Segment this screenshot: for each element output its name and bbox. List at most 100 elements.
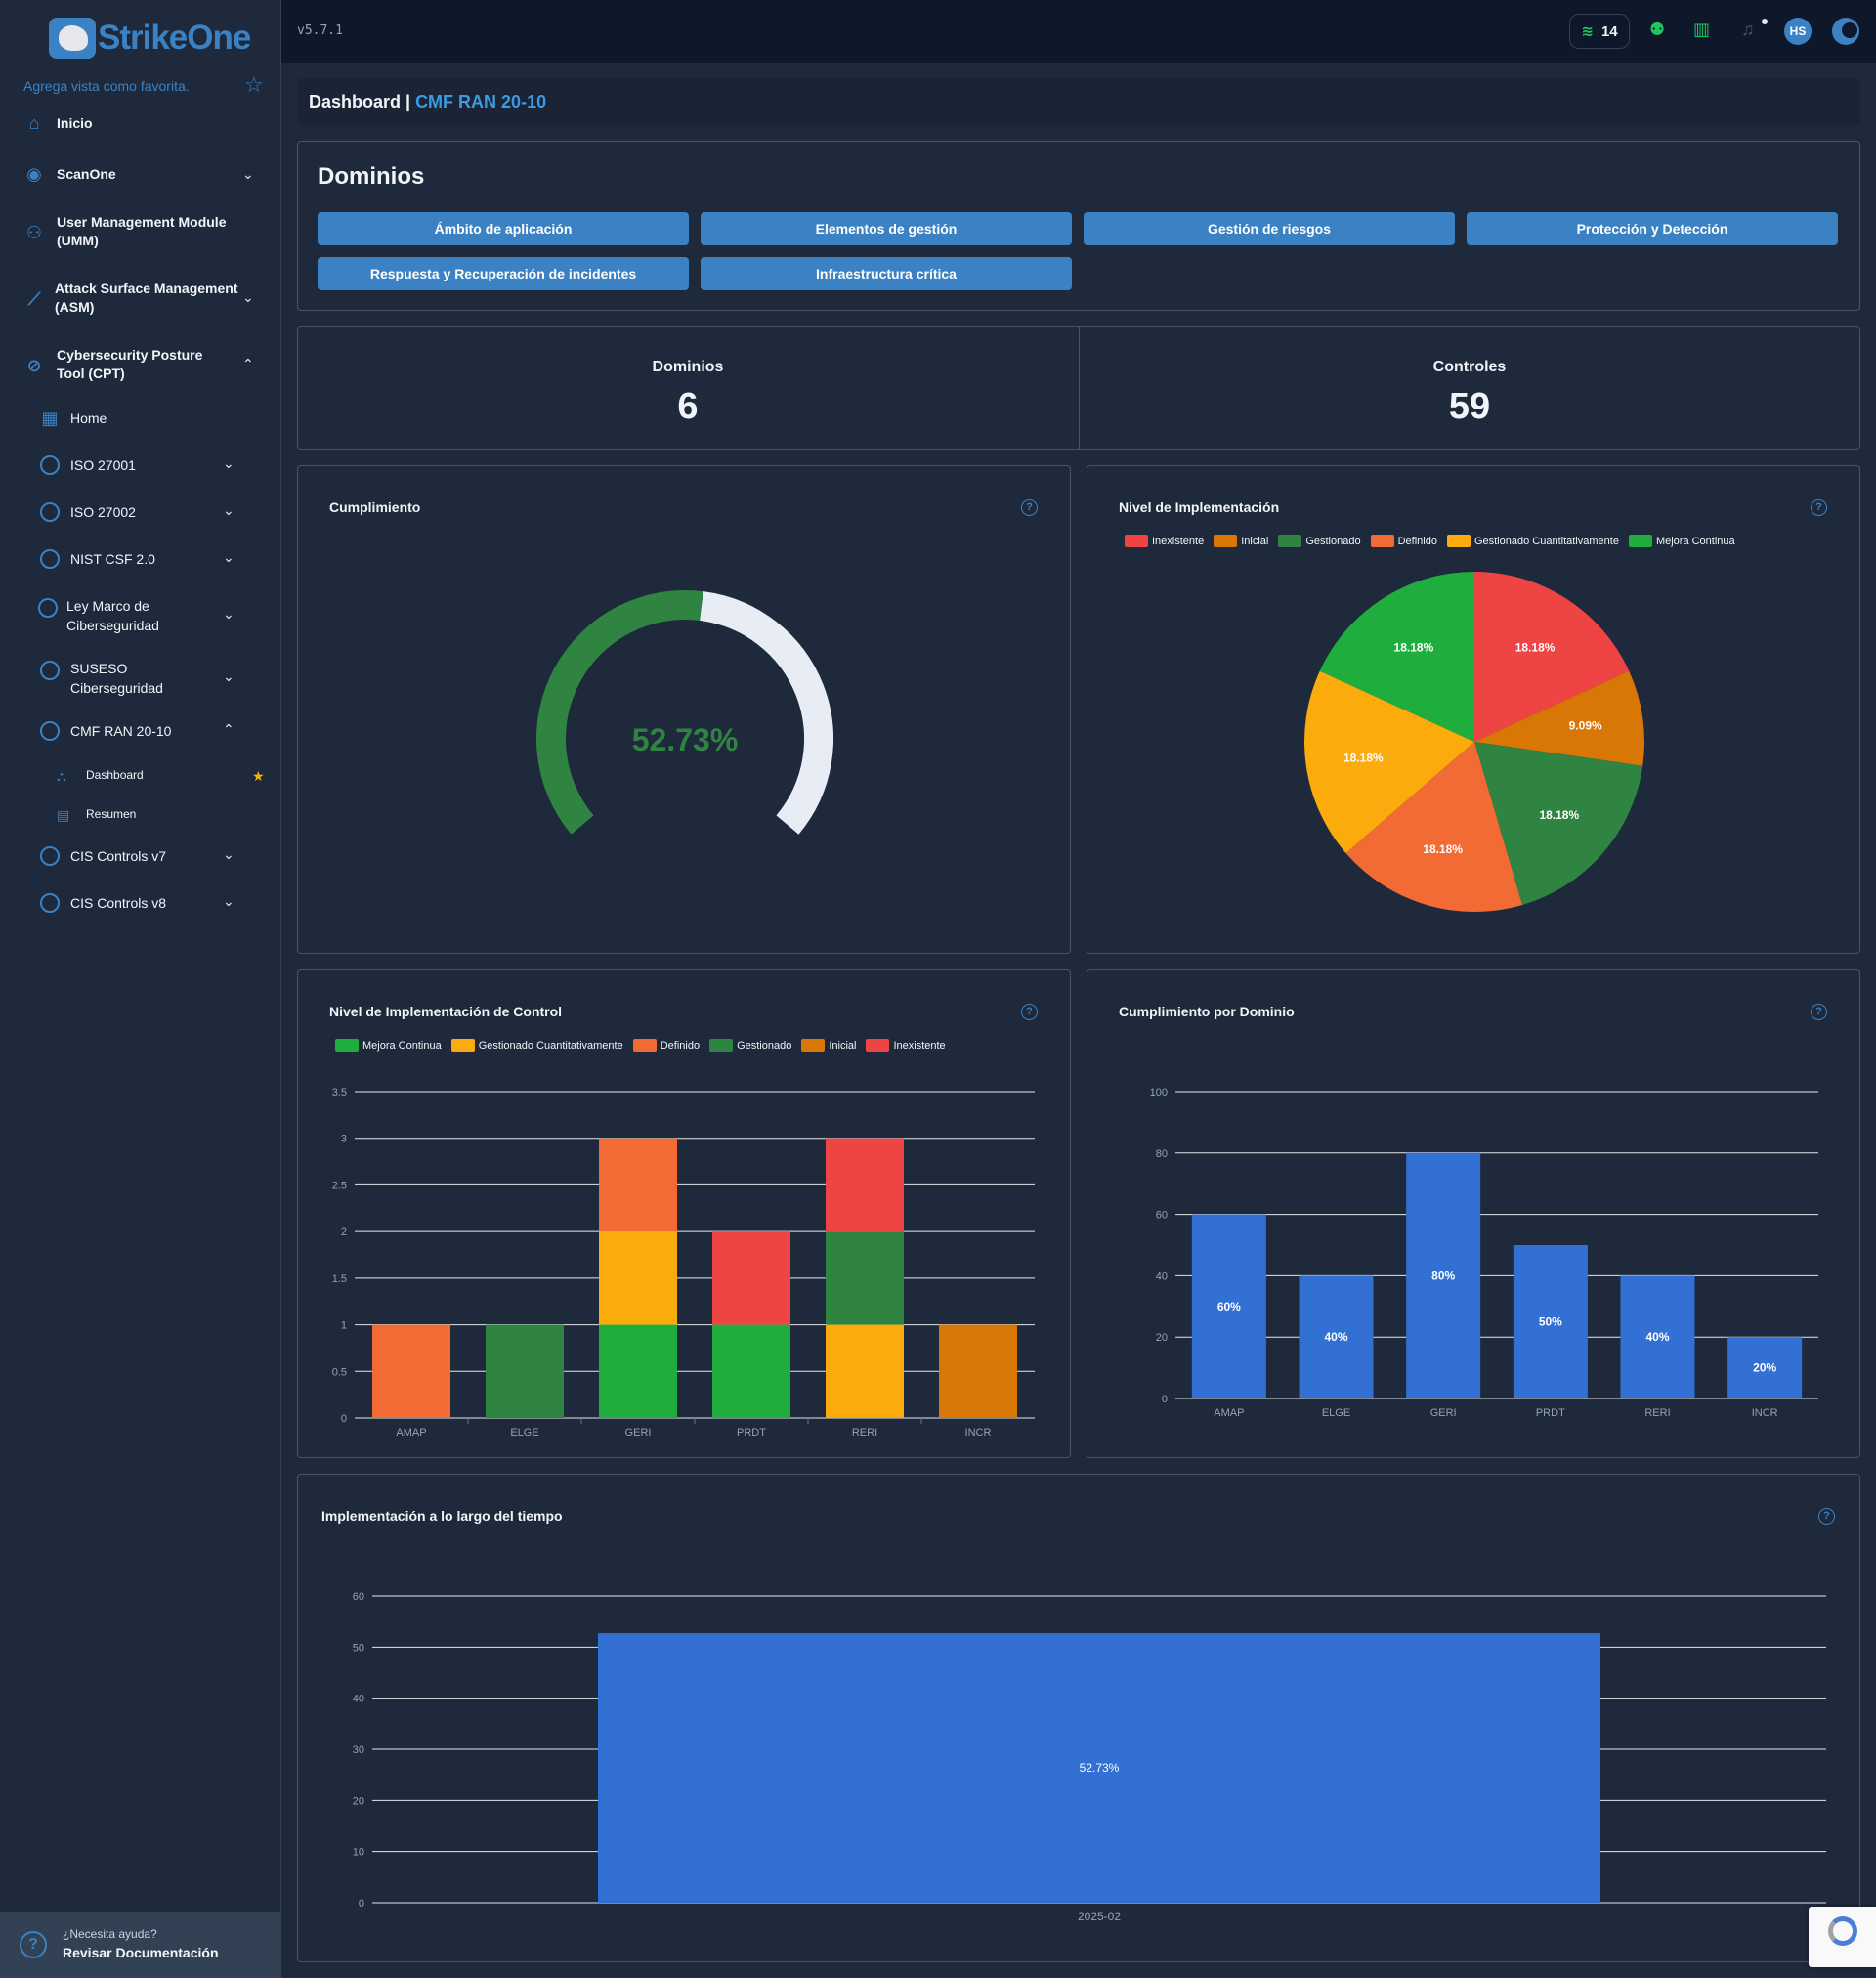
sidebar-item-cis-v7[interactable]: CIS Controls v7 ⌄ xyxy=(0,846,281,866)
stacked-bar-segment xyxy=(826,1324,904,1418)
sidebar-item-iso27002[interactable]: ISO 27002 ⌄ xyxy=(0,502,281,522)
star-filled-icon[interactable]: ★ xyxy=(252,768,265,784)
chevron-down-icon: ⌄ xyxy=(223,606,234,622)
team-icon[interactable]: ⚉ xyxy=(1649,20,1666,39)
y-tick-label: 40 xyxy=(353,1694,364,1705)
sidebar-item-cpt[interactable]: ⊘ Cybersecurity Posture Tool (CPT) ⌃ xyxy=(0,346,281,385)
pie-slice xyxy=(1474,670,1644,766)
domain-button[interactable]: Ámbito de aplicación xyxy=(318,212,689,245)
legend-label: Mejora Continua xyxy=(362,1039,442,1052)
sidebar-item-cmf[interactable]: CMF RAN 20-10 ⌃ xyxy=(0,721,281,741)
docs-link[interactable]: Revisar Documentación xyxy=(63,1945,219,1960)
legend-item[interactable]: Gestionado Cuantitativamente xyxy=(1446,535,1619,547)
legend-swatch xyxy=(866,1039,890,1052)
sidebar-item-resumen[interactable]: ▤ Resumen xyxy=(0,807,281,825)
sidebar-item-label: Cybersecurity Posture Tool (CPT) xyxy=(57,347,203,381)
legend-label: Inicial xyxy=(829,1039,857,1052)
sidebar-item-home[interactable]: ▦ Home xyxy=(0,408,281,428)
help-circle-icon[interactable]: ? xyxy=(1021,1004,1038,1020)
dots-circle-icon xyxy=(40,455,60,475)
domain-button[interactable]: Protección y Detección xyxy=(1467,212,1838,245)
x-tick-label: 2025-02 xyxy=(1078,1910,1121,1923)
y-tick-label: 60 xyxy=(1156,1210,1168,1222)
sidebar-item-dashboard[interactable]: ⛬ Dashboard ★ xyxy=(0,768,281,786)
cumplimiento-dominio-card: Cumplimiento por Dominio ? 0 20 40 60 80 100 6… xyxy=(1087,969,1860,1458)
domain-button[interactable]: Elementos de gestión xyxy=(701,212,1072,245)
chevron-up-icon: ⌃ xyxy=(242,356,254,371)
domain-button[interactable]: Gestión de riesgos xyxy=(1084,212,1455,245)
dots-circle-icon xyxy=(40,549,60,569)
pie-slice-label: 18.18% xyxy=(1423,842,1463,856)
legend-item[interactable]: Definido xyxy=(1370,535,1437,547)
time-bar-chart: 0 10 20 30 40 50 60 52.73% 2025-02 xyxy=(353,1591,1826,1923)
x-tick-label: ELGE xyxy=(510,1427,538,1439)
legend-item[interactable]: Inexistente xyxy=(866,1039,946,1052)
y-tick-label: 0 xyxy=(359,1898,364,1910)
bell-icon[interactable]: ♫ xyxy=(1741,20,1755,39)
legend-label: Inicial xyxy=(1241,535,1269,547)
help-circle-icon[interactable]: ? xyxy=(1811,1004,1827,1020)
recaptcha-badge[interactable] xyxy=(1809,1907,1876,1967)
legend-item[interactable]: Gestionado Cuantitativamente xyxy=(450,1039,623,1052)
sidebar-item-label: ISO 27002 xyxy=(70,504,136,520)
sidebar-item-umm[interactable]: ⚇ User Management Module (UMM) xyxy=(0,213,281,252)
notification-dot xyxy=(1760,17,1769,26)
legend-label: Gestionado xyxy=(737,1039,792,1052)
credits-badge[interactable]: ≋ 14 xyxy=(1569,14,1630,49)
legend-label: Definido xyxy=(660,1039,701,1052)
legend-swatch xyxy=(450,1039,475,1052)
sidebar-item-suseso[interactable]: SUSESO Ciberseguridad ⌄ xyxy=(0,659,281,698)
legend-label: Mejora Continua xyxy=(1655,535,1735,547)
legend-item[interactable]: Mejora Continua xyxy=(1628,535,1735,547)
sidebar-item-cis-v8[interactable]: CIS Controls v8 ⌄ xyxy=(0,893,281,913)
nivel-implementacion-title: Nivel de Implementación xyxy=(1119,499,1280,515)
legend-item[interactable]: Mejora Continua xyxy=(335,1039,442,1052)
sidebar-item-label: ISO 27001 xyxy=(70,457,136,473)
building-icon[interactable]: ▥ xyxy=(1693,20,1711,39)
stacked-bar-segment xyxy=(599,1138,677,1232)
help-circle-icon[interactable]: ? xyxy=(1818,1508,1835,1525)
legend-item[interactable]: Inicial xyxy=(1214,535,1268,547)
dots-circle-icon xyxy=(40,661,60,680)
breadcrumb-prefix: Dashboard | xyxy=(309,92,416,111)
legend-item[interactable]: Inexistente xyxy=(1125,535,1204,547)
sidebar-item-inicio[interactable]: ⌂ Inicio xyxy=(0,113,281,133)
legend-item[interactable]: Inicial xyxy=(801,1039,856,1052)
legend-swatch xyxy=(1125,535,1148,547)
avatar[interactable]: HS xyxy=(1784,18,1812,45)
breadcrumb-current[interactable]: CMF RAN 20-10 xyxy=(415,92,547,111)
y-tick-label: 100 xyxy=(1150,1087,1168,1098)
help-section[interactable]: ? ¿Necesita ayuda? Revisar Documentación xyxy=(0,1912,281,1978)
nivel-implementacion-card: Nivel de Implementación ? Inexistente Ini… xyxy=(1087,465,1860,954)
sidebar-item-label: CMF RAN 20-10 xyxy=(70,723,172,739)
strikeone-logo[interactable]: StrikeOne xyxy=(49,18,251,59)
stacked-bar-chart: 0 0.5 1 1.5 2 2.5 3 3.5 AMAP ELGE GERI PRDT RERI INCR xyxy=(332,1087,1035,1439)
nivel-control-card: Nivel de Implementación de Control ? Mej… xyxy=(297,969,1071,1458)
sidebar-item-iso27001[interactable]: ISO 27001 ⌄ xyxy=(0,455,281,475)
dominios-card: Dominios Ámbito de aplicación Elementos … xyxy=(297,141,1860,311)
moon-icon[interactable] xyxy=(1832,18,1859,45)
y-tick-label: 1 xyxy=(341,1320,347,1332)
help-circle-icon[interactable]: ? xyxy=(1021,499,1038,516)
star-outline-icon[interactable]: ☆ xyxy=(244,72,264,97)
legend-item[interactable]: Gestionado xyxy=(1278,535,1361,547)
sidebar: StrikeOne Agrega vista como favorita. ☆ … xyxy=(0,0,281,1978)
bar xyxy=(1299,1275,1374,1398)
x-tick-label: AMAP xyxy=(396,1427,426,1439)
x-tick-label: RERI xyxy=(1644,1407,1670,1419)
chevron-down-icon: ⌄ xyxy=(223,846,234,862)
dominios-count-label: Dominios xyxy=(652,359,724,375)
domain-button[interactable]: Respuesta y Recuperación de incidentes xyxy=(318,257,689,290)
help-circle-icon[interactable]: ? xyxy=(1811,499,1827,516)
x-tick-label: PRDT xyxy=(1536,1407,1565,1419)
time-card: Implementación a lo largo del tiempo ? 0… xyxy=(297,1474,1860,1962)
sidebar-item-asm[interactable]: ⟋ Attack Surface Management (ASM) ⌄ xyxy=(0,280,281,319)
sidebar-item-ley-marco[interactable]: Ley Marco de Ciberseguridad ⌄ xyxy=(0,596,281,635)
controles-count-value: 59 xyxy=(1448,386,1491,427)
sidebar-item-nist[interactable]: NIST CSF 2.0 ⌄ xyxy=(0,549,281,569)
legend-item[interactable]: Gestionado xyxy=(709,1039,791,1052)
time-title: Implementación a lo largo del tiempo xyxy=(321,1508,563,1524)
legend-item[interactable]: Definido xyxy=(632,1039,701,1052)
sidebar-item-scanone[interactable]: ◉ ScanOne ⌄ xyxy=(0,164,281,184)
domain-button[interactable]: Infraestructura crítica xyxy=(701,257,1072,290)
